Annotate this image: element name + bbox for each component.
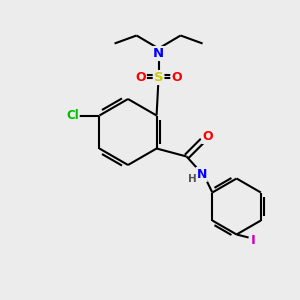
Text: Cl: Cl [66,109,79,122]
Text: O: O [202,130,213,143]
Text: N: N [153,47,164,60]
Text: O: O [135,71,146,84]
Text: S: S [154,71,164,84]
Text: H: H [188,173,197,184]
Text: O: O [171,71,182,84]
Text: I: I [251,234,256,247]
Text: N: N [196,168,207,181]
